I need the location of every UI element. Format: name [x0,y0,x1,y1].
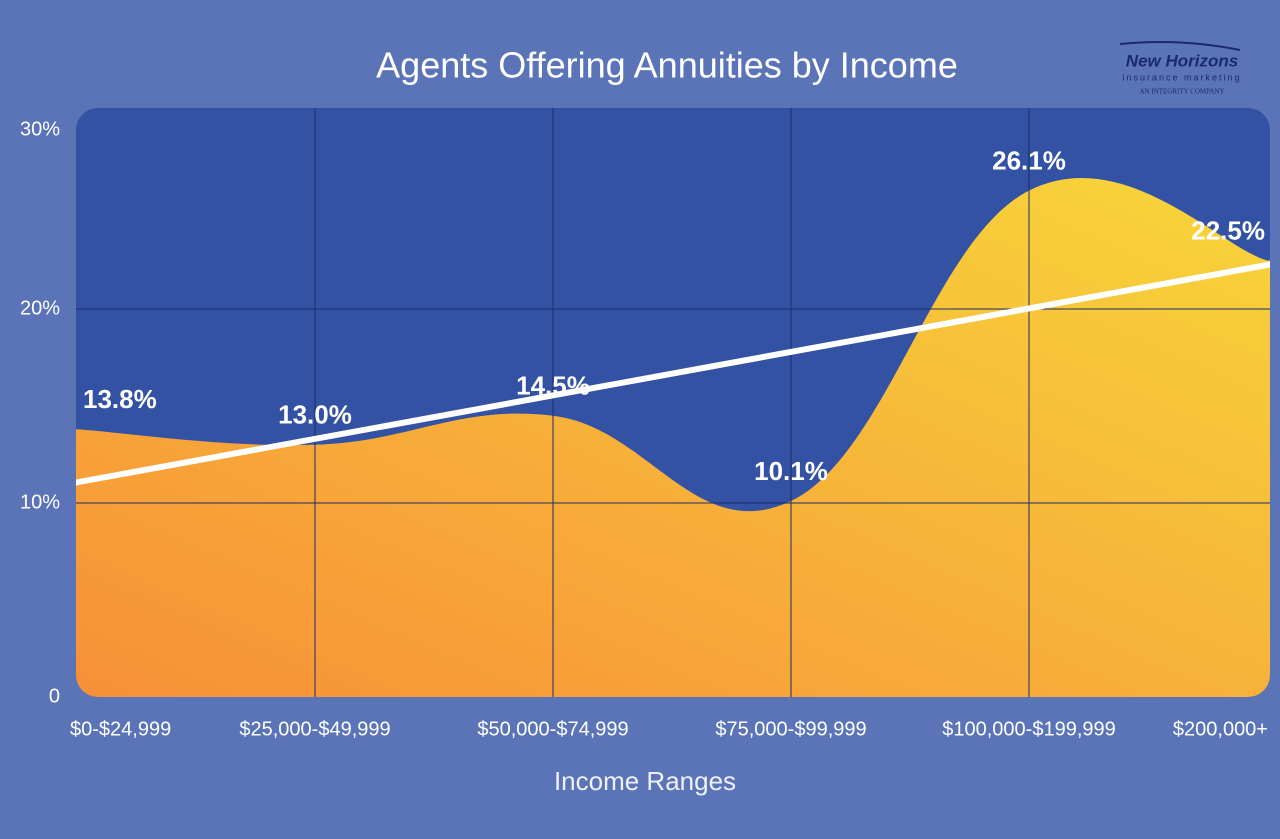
chart-title: Agents Offering Annuities by Income [376,45,958,86]
value-label: 10.1% [754,456,828,486]
x-tick-label: $50,000-$74,999 [477,718,628,740]
y-tick-label: 20% [20,297,60,319]
x-tick-label: $0-$24,999 [70,718,171,740]
x-tick-label: $200,000+ [1173,718,1268,740]
value-label: 13.8% [83,384,157,414]
trend-line [76,261,1270,487]
x-tick-label: $25,000-$49,999 [239,718,390,740]
x-tick-label: $100,000-$199,999 [942,718,1116,740]
plot-area [76,108,1270,697]
logo-sub: AN INTEGRITY COMPANY [1139,88,1224,96]
value-label: 26.1% [992,146,1066,176]
logo-swoosh [1119,41,1241,51]
y-tick-label: 10% [20,491,60,513]
logo-tagline: insurance marketing [1122,72,1241,82]
logo-name: New Horizons [1126,51,1238,70]
x-tick-label: $75,000-$99,999 [715,718,866,740]
value-label: 14.5% [516,371,590,401]
value-label: 22.5% [1191,215,1265,245]
y-tick-label: 0 [49,685,60,707]
logo: New Horizons insurance marketing AN INTE… [1119,41,1241,96]
x-axis-label: Income Ranges [554,766,736,796]
y-tick-label: 30% [20,118,60,140]
value-label: 13.0% [278,400,352,430]
